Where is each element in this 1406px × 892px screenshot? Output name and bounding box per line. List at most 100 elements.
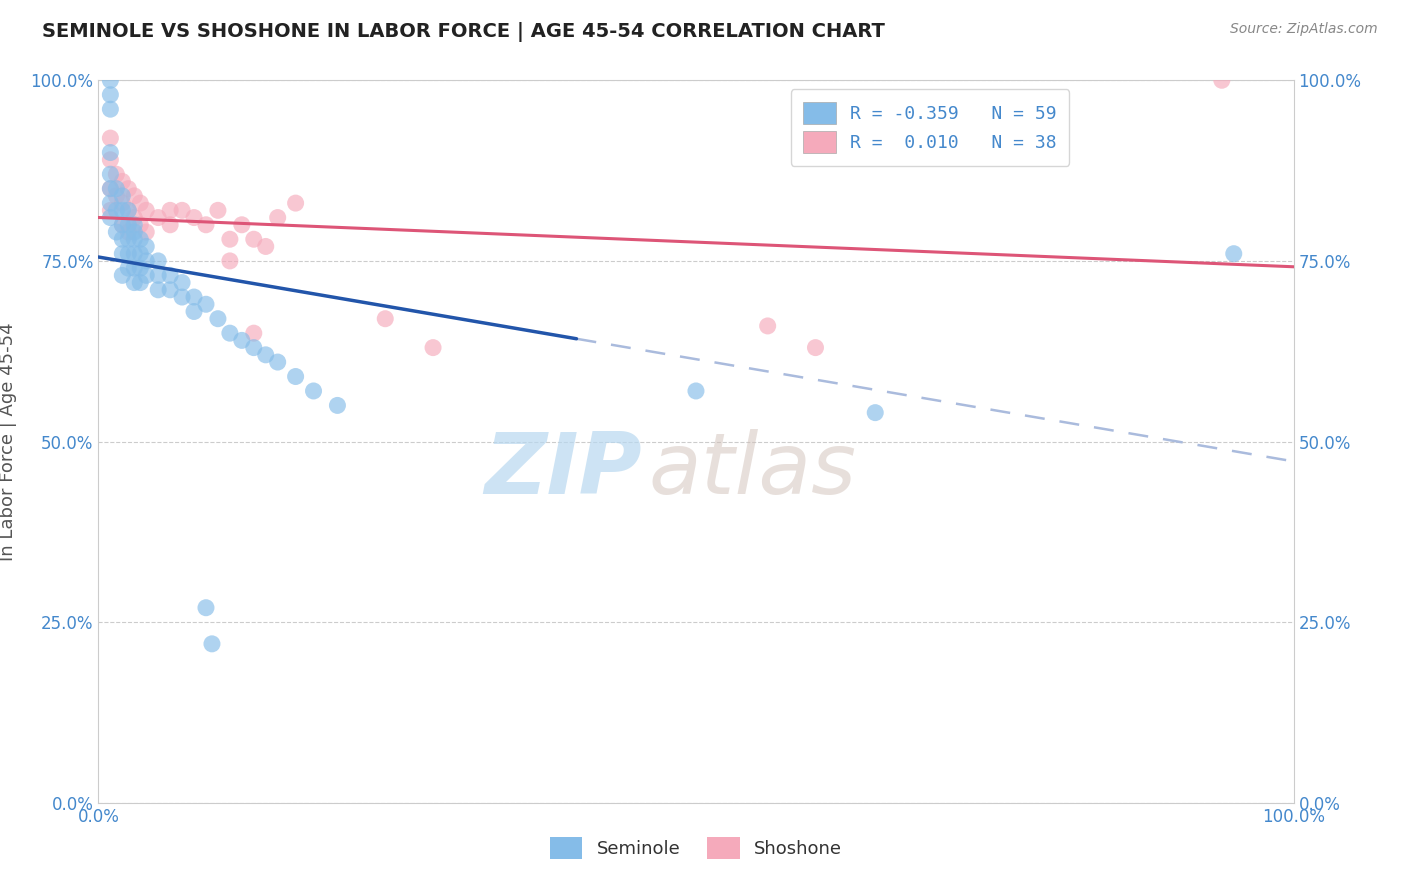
Point bbox=[159, 268, 181, 283]
Point bbox=[172, 290, 194, 304]
Point bbox=[284, 369, 307, 384]
Point bbox=[243, 232, 266, 246]
Point bbox=[129, 261, 152, 276]
Legend: Seminole, Shoshone: Seminole, Shoshone bbox=[543, 830, 849, 866]
Point bbox=[124, 218, 146, 232]
Point bbox=[865, 406, 887, 420]
Point bbox=[756, 318, 779, 333]
Point bbox=[135, 203, 157, 218]
Point bbox=[183, 211, 205, 225]
Point bbox=[183, 290, 205, 304]
Point bbox=[284, 196, 307, 211]
Point bbox=[111, 218, 134, 232]
Point bbox=[129, 218, 152, 232]
Point bbox=[231, 218, 253, 232]
Point bbox=[111, 268, 134, 283]
Point bbox=[98, 73, 122, 87]
Point bbox=[117, 218, 139, 232]
Point bbox=[129, 276, 152, 290]
Point bbox=[195, 218, 218, 232]
Point bbox=[124, 276, 146, 290]
Point bbox=[98, 196, 122, 211]
Point bbox=[129, 232, 152, 246]
Point bbox=[207, 203, 229, 218]
Point bbox=[159, 218, 181, 232]
Point bbox=[148, 253, 170, 268]
Text: Source: ZipAtlas.com: Source: ZipAtlas.com bbox=[1230, 22, 1378, 37]
Point bbox=[98, 203, 122, 218]
Point bbox=[105, 225, 128, 239]
Point bbox=[111, 203, 134, 218]
Point bbox=[243, 341, 266, 355]
Point bbox=[124, 211, 146, 225]
Point bbox=[219, 253, 242, 268]
Text: atlas: atlas bbox=[648, 429, 856, 512]
Point bbox=[135, 253, 157, 268]
Point bbox=[98, 87, 122, 102]
Point bbox=[254, 348, 277, 362]
Point bbox=[148, 211, 170, 225]
Text: SEMINOLE VS SHOSHONE IN LABOR FORCE | AGE 45-54 CORRELATION CHART: SEMINOLE VS SHOSHONE IN LABOR FORCE | AG… bbox=[42, 22, 884, 42]
Point bbox=[111, 246, 134, 260]
Point bbox=[804, 341, 827, 355]
Point bbox=[98, 131, 122, 145]
Text: ZIP: ZIP bbox=[485, 429, 643, 512]
Point bbox=[111, 189, 134, 203]
Point bbox=[124, 232, 146, 246]
Point bbox=[219, 232, 242, 246]
Point bbox=[111, 174, 134, 188]
Point bbox=[1211, 73, 1233, 87]
Point bbox=[129, 246, 152, 260]
Point bbox=[1223, 246, 1246, 260]
Point bbox=[117, 203, 139, 218]
Point bbox=[172, 203, 194, 218]
Point bbox=[98, 167, 122, 181]
Point bbox=[302, 384, 325, 398]
Point bbox=[105, 203, 128, 218]
Point bbox=[98, 182, 122, 196]
Point bbox=[117, 203, 139, 218]
Point bbox=[254, 239, 277, 253]
Point bbox=[124, 261, 146, 276]
Point bbox=[267, 211, 290, 225]
Point bbox=[267, 355, 290, 369]
Point bbox=[117, 225, 139, 239]
Point bbox=[195, 600, 218, 615]
Point bbox=[195, 297, 218, 311]
Point bbox=[98, 211, 122, 225]
Point bbox=[98, 182, 122, 196]
Point bbox=[243, 326, 266, 340]
Point bbox=[98, 153, 122, 167]
Point bbox=[105, 189, 128, 203]
Point bbox=[207, 311, 229, 326]
Point bbox=[326, 398, 349, 412]
Point bbox=[117, 182, 139, 196]
Point bbox=[172, 276, 194, 290]
Point bbox=[117, 232, 139, 246]
Point bbox=[124, 189, 146, 203]
Point bbox=[231, 334, 253, 348]
Point bbox=[117, 261, 139, 276]
Point bbox=[685, 384, 707, 398]
Point bbox=[98, 102, 122, 116]
Point bbox=[148, 268, 170, 283]
Point bbox=[374, 311, 396, 326]
Point bbox=[422, 341, 444, 355]
Point bbox=[105, 167, 128, 181]
Point bbox=[124, 225, 146, 239]
Point bbox=[148, 283, 170, 297]
Y-axis label: In Labor Force | Age 45-54: In Labor Force | Age 45-54 bbox=[0, 322, 17, 561]
Point bbox=[111, 218, 134, 232]
Point bbox=[111, 232, 134, 246]
Point bbox=[159, 203, 181, 218]
Point bbox=[129, 196, 152, 211]
Point bbox=[105, 182, 128, 196]
Point bbox=[111, 196, 134, 211]
Point bbox=[183, 304, 205, 318]
Point bbox=[124, 246, 146, 260]
Point bbox=[117, 246, 139, 260]
Point bbox=[135, 225, 157, 239]
Point bbox=[98, 145, 122, 160]
Point bbox=[135, 268, 157, 283]
Point bbox=[201, 637, 224, 651]
